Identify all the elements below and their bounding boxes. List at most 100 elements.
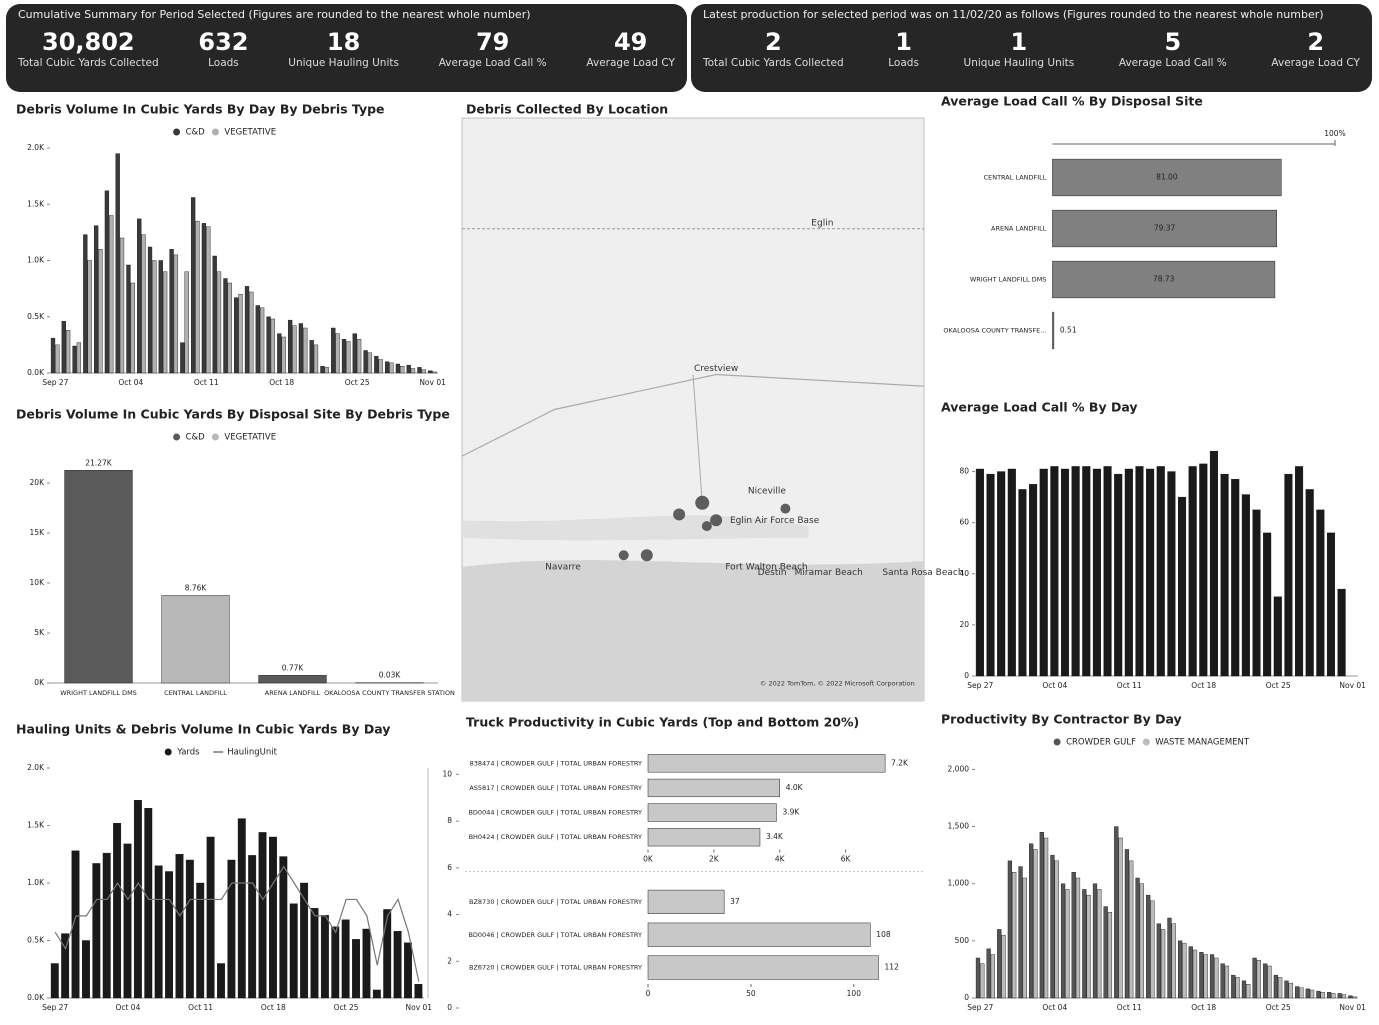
x-tick-label: Sep 27 <box>42 378 68 387</box>
legend-swatch <box>165 749 172 756</box>
y-tick-label: 6 <box>447 863 452 872</box>
data-label: 79.37 <box>1154 224 1176 233</box>
bar <box>1210 451 1218 676</box>
bar <box>1331 993 1335 998</box>
bar <box>277 334 281 373</box>
bar <box>185 272 189 373</box>
category-label: BD0046 | CROWDER GULF | TOTAL URBAN FORE… <box>468 931 642 939</box>
bar <box>314 345 318 373</box>
bar <box>1034 849 1038 998</box>
category-label: BD0044 | CROWDER GULF | TOTAL URBAN FORE… <box>468 809 642 817</box>
bar <box>1114 827 1118 998</box>
bar <box>65 470 133 683</box>
bar <box>269 837 276 998</box>
bar <box>325 367 329 373</box>
data-label: 7.2K <box>891 758 909 767</box>
category-label: ARENA LANDFILL <box>991 225 1047 233</box>
bar <box>1065 889 1069 998</box>
legend-swatch <box>212 434 219 441</box>
bar <box>207 837 214 998</box>
bar <box>1182 943 1186 998</box>
data-label: 0.77K <box>282 663 305 672</box>
legend-swatch <box>1054 739 1061 746</box>
bar <box>1257 960 1261 998</box>
bar <box>331 328 335 373</box>
y-tick-label: 1,000 <box>948 879 970 888</box>
bar <box>142 235 146 373</box>
legend-label: HaulingUnit <box>227 748 277 758</box>
bar <box>77 343 81 373</box>
bar <box>165 872 172 999</box>
x-tick-label: CENTRAL LANDFILL <box>164 689 227 697</box>
x-tick-label: Oct 04 <box>1042 681 1067 690</box>
bar <box>288 320 292 373</box>
legend-label: WASTE MANAGEMENT <box>1155 738 1250 748</box>
y-tick-label: 0.5K <box>27 936 45 945</box>
bar <box>1097 889 1101 998</box>
bar <box>113 823 120 998</box>
bar <box>1040 469 1048 676</box>
bar <box>1178 941 1182 998</box>
location-marker <box>641 549 653 561</box>
bar <box>259 675 327 683</box>
bar <box>1289 983 1293 998</box>
x-tick-label: 0K <box>643 855 654 864</box>
bar <box>1274 975 1278 998</box>
y-tick-label: 10K <box>30 578 46 587</box>
y-tick-label: 0 <box>447 1003 452 1012</box>
place-label: Niceville <box>748 487 787 497</box>
bar <box>1082 889 1086 998</box>
bar <box>1052 312 1053 349</box>
bar <box>196 221 200 373</box>
bar <box>1061 469 1069 676</box>
bar <box>290 904 297 998</box>
bar <box>385 362 389 373</box>
bar <box>648 779 780 797</box>
x-tick-label: 6K <box>841 855 852 864</box>
bar <box>1295 466 1303 676</box>
y-tick-label: 2,000 <box>948 764 970 773</box>
bar <box>1051 855 1055 998</box>
bar <box>1093 884 1097 998</box>
bar <box>88 261 92 374</box>
bar <box>379 360 383 374</box>
location-marker <box>702 521 712 531</box>
x-tick-label: Sep 27 <box>967 681 993 690</box>
bar <box>1221 474 1229 676</box>
location-marker <box>619 550 629 560</box>
bar <box>1317 510 1325 676</box>
y-tick-label: 20K <box>30 478 46 487</box>
bar <box>1072 872 1076 998</box>
bar <box>256 306 260 374</box>
legend-label: Yards <box>176 748 200 758</box>
bar <box>1157 466 1165 676</box>
bar <box>1317 991 1321 998</box>
bar <box>1125 469 1133 676</box>
x-tick-label: Oct 18 <box>261 1003 286 1012</box>
bar <box>163 272 167 373</box>
bar <box>51 964 58 999</box>
bar <box>62 321 66 373</box>
x-tick-label: 50 <box>746 989 756 998</box>
dashboard: Debris Volume In Cubic Yards By Day By D… <box>0 0 1379 1025</box>
bar <box>176 854 183 998</box>
bar <box>249 292 253 373</box>
bar <box>1199 952 1203 998</box>
bar <box>116 154 120 373</box>
bar <box>342 339 346 373</box>
x-tick-label: Nov 01 <box>1339 681 1366 690</box>
bar <box>1274 597 1282 676</box>
x-tick-label: Oct 25 <box>345 378 370 387</box>
bar <box>1342 995 1346 998</box>
category-label: BH0424 | CROWDER GULF | TOTAL URBAN FORE… <box>469 833 642 841</box>
bar <box>1151 901 1155 998</box>
bar <box>1193 950 1197 998</box>
bar <box>1055 861 1059 998</box>
bar <box>1029 484 1037 676</box>
bar <box>1321 992 1325 998</box>
legend-label: C&D <box>186 433 206 443</box>
bar <box>228 860 235 998</box>
bar <box>373 990 380 998</box>
y-tick-label: 0.0K <box>27 993 45 1002</box>
bar <box>280 857 287 998</box>
